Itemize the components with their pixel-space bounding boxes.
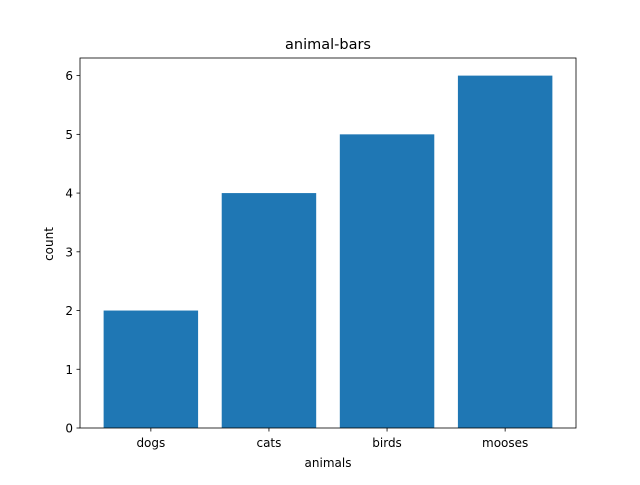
bar-cats xyxy=(221,193,317,428)
bar-dogs xyxy=(103,310,199,428)
x-tick-label: cats xyxy=(256,436,281,450)
x-tick-label: birds xyxy=(372,436,402,450)
axes-layer: 0 1 2 3 4 5 6 dogs cats birds mooses xyxy=(65,57,577,450)
chart-title: animal-bars xyxy=(285,37,371,53)
x-tick-label: mooses xyxy=(482,436,528,450)
x-tick-label: dogs xyxy=(136,436,165,450)
bars-layer xyxy=(103,75,553,428)
x-axis-label: animals xyxy=(305,456,352,470)
y-tick-label: 4 xyxy=(65,187,73,201)
axes-frame xyxy=(79,57,577,429)
y-tick-label: 1 xyxy=(65,363,73,377)
y-axis-label: count xyxy=(42,227,56,261)
y-tick-label: 5 xyxy=(65,128,73,142)
y-tick-label: 3 xyxy=(65,245,73,259)
y-tick-label: 0 xyxy=(65,422,73,436)
bar-mooses xyxy=(457,75,553,428)
bar-birds xyxy=(339,134,435,428)
y-tick-label: 6 xyxy=(65,69,73,83)
y-tick-label: 2 xyxy=(65,304,73,318)
